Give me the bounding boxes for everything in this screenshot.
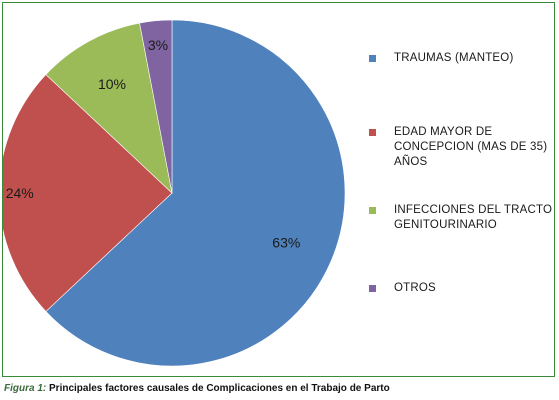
legend-label: INFECCIONES DEL TRACTO GENITOURINARIO: [394, 204, 553, 231]
figure-caption: Figura 1: Principales factores causales …: [4, 383, 390, 394]
caption-text: Principales factores causales de Complic…: [46, 383, 390, 394]
legend-label: OTROS: [394, 282, 436, 294]
pie-chart: 63% 24% 10% 3%: [3, 19, 346, 367]
caption-prefix: Figura 1:: [4, 383, 47, 394]
legend-label: TRAUMAS (MANTEO): [394, 52, 514, 64]
pie-slice: [139, 19, 173, 194]
chart-frame: 63% 24% 10% 3% TRAUMAS (MANTEO) EDAD MAYOR …: [2, 2, 555, 377]
legend-swatch: [369, 55, 376, 62]
slice-data-label: 63%: [272, 234, 300, 250]
slice-data-label: 10%: [98, 76, 126, 92]
slice-data-label: 24%: [6, 185, 34, 201]
legend: TRAUMAS (MANTEO) EDAD MAYOR DE CONCEPCIO…: [369, 3, 554, 376]
legend-item-otros: OTROS: [369, 281, 436, 296]
pie-slice: [45, 22, 173, 194]
legend-item-infecciones: INFECCIONES DEL TRACTO GENITOURINARIO: [369, 203, 552, 233]
pie-slice: [45, 19, 346, 367]
legend-item-edad: EDAD MAYOR DE CONCEPCION (MAS DE 35) AÑO…: [369, 125, 547, 170]
legend-item-traumas: TRAUMAS (MANTEO): [369, 51, 513, 66]
legend-swatch: [369, 285, 376, 292]
pie-slice: [3, 74, 173, 312]
legend-swatch: [369, 129, 376, 136]
slice-data-label: 3%: [148, 37, 168, 53]
legend-swatch: [369, 207, 376, 214]
legend-label: EDAD MAYOR DE CONCEPCION (MAS DE 35) AÑO…: [394, 126, 548, 168]
